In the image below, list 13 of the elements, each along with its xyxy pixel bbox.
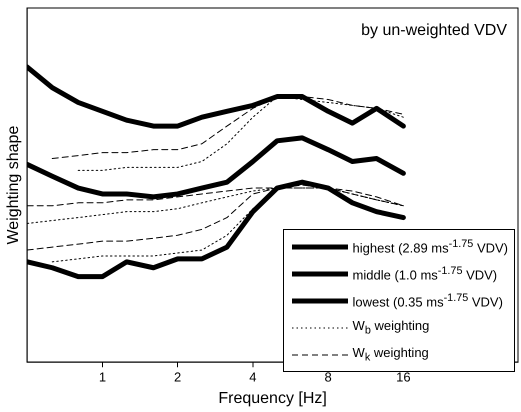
y-axis-title: Weighting shape: [5, 126, 22, 245]
chart-title: by un-weighted VDV: [361, 22, 507, 40]
legend-label: lowest (0.35 ms$^{-1.75}$ VDV): [352, 292, 503, 310]
legend-label: highest (2.89 ms$^{-1.75}$ VDV): [352, 238, 508, 256]
x-tick-label: 16: [396, 370, 411, 385]
x-tick-label: 4: [249, 370, 257, 385]
legend-label: W$_{k}$ weighting: [352, 345, 429, 364]
x-tick-label: 8: [324, 370, 332, 385]
x-tick-label: 2: [174, 370, 182, 385]
legend-label: middle (1.0 ms$^{-1.75}$ VDV): [352, 264, 498, 282]
legend-label: W$_{b}$ weighting: [352, 318, 430, 337]
x-tick-label: 1: [98, 370, 106, 385]
x-axis-title: Frequency [Hz]: [218, 390, 327, 407]
